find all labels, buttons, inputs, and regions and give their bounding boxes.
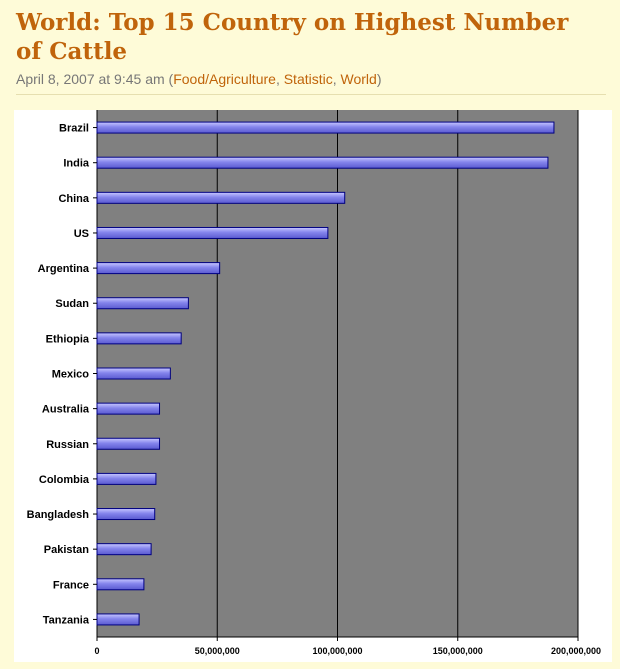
bar-tanzania	[96, 613, 140, 626]
title-divider	[16, 94, 606, 95]
x-tick-label: 150,000,000	[433, 646, 483, 656]
bar-france	[96, 578, 145, 591]
category-label-argentina: Argentina	[38, 263, 90, 275]
post-title[interactable]: World: Top 15 Country on Highest Number …	[16, 9, 569, 65]
meta-close-paren: )	[376, 71, 382, 87]
category-label-india: India	[63, 158, 90, 170]
category-link-food-agriculture[interactable]: Food/Agriculture	[173, 71, 276, 87]
bar-brazil	[96, 121, 555, 134]
cattle-bar-chart: Brazil India China US Argentina Sudan Ethiopia…	[14, 110, 612, 662]
x-tick-label: 100,000,000	[312, 646, 362, 656]
bar-us	[96, 226, 329, 239]
category-label-ethiopia: Ethiopia	[46, 333, 90, 345]
chart-svg: Brazil India China US Argentina Sudan Ethiopia…	[27, 110, 601, 656]
category-label-brazil: Brazil	[59, 123, 89, 135]
bar-sudan	[96, 297, 189, 310]
bar-pakistan	[96, 543, 152, 556]
bar-india	[96, 156, 549, 169]
category-label-us: US	[74, 228, 89, 240]
category-link-statistic[interactable]: Statistic	[283, 71, 333, 87]
bar-bangladesh	[96, 508, 156, 521]
category-label-colombia: Colombia	[39, 474, 90, 486]
category-label-bangladesh: Bangladesh	[27, 509, 90, 521]
bar-ethiopia	[96, 332, 182, 345]
bar-mexico	[96, 367, 171, 380]
category-label-tanzania: Tanzania	[43, 614, 90, 626]
category-label-mexico: Mexico	[52, 369, 90, 381]
bar-russian	[96, 437, 161, 450]
x-tick-label: 0	[94, 646, 99, 656]
category-label-sudan: Sudan	[55, 298, 89, 310]
bar-china	[96, 191, 346, 204]
meta-separator: ,	[275, 71, 284, 87]
x-tick-label: 200,000,000	[551, 646, 601, 656]
meta-open-paren: (	[164, 71, 174, 87]
bar-argentina	[96, 262, 221, 275]
bar-colombia	[96, 472, 157, 485]
bar-australia	[96, 402, 161, 415]
meta-separator: ,	[332, 71, 341, 87]
category-label-australia: Australia	[42, 404, 90, 416]
category-label-russian: Russian	[46, 439, 89, 451]
category-label-france: France	[53, 579, 89, 591]
post-meta: April 8, 2007 at 9:45 am (Food/Agricultu…	[16, 71, 382, 87]
post-date: April 8, 2007 at 9:45 am	[16, 71, 165, 87]
category-label-china: China	[58, 193, 89, 205]
category-label-pakistan: Pakistan	[44, 544, 90, 556]
x-tick-label: 50,000,000	[195, 646, 240, 656]
category-link-world[interactable]: World	[340, 71, 377, 87]
